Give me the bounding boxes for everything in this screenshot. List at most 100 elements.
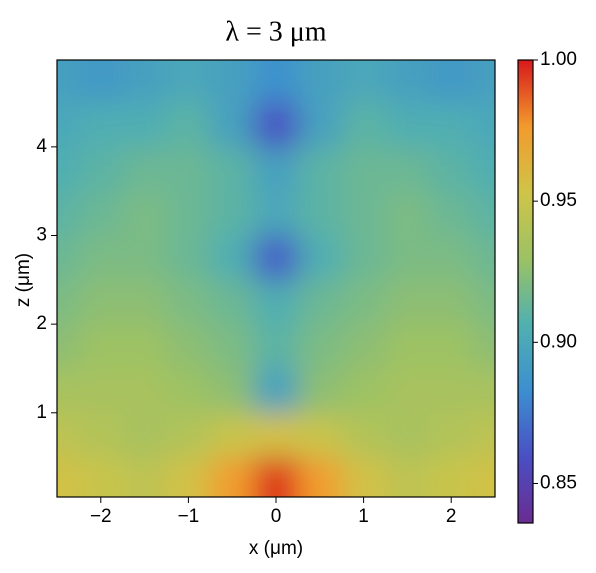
heat-cell <box>166 102 211 148</box>
heat-cell <box>78 412 124 458</box>
heat-cell <box>122 457 167 497</box>
heat-cell <box>57 60 80 104</box>
heat-cell <box>78 279 124 325</box>
heat-cell <box>473 191 495 237</box>
heat-cell <box>210 235 255 281</box>
heat-cell <box>210 324 255 369</box>
heat-cell <box>210 457 255 497</box>
heat-cell <box>254 146 299 192</box>
heat-cell <box>57 279 80 325</box>
heat-cell <box>57 146 80 192</box>
colorbar <box>517 59 534 524</box>
heat-cell <box>297 146 343 192</box>
heat-cell <box>57 191 80 237</box>
heat-cell <box>341 324 386 369</box>
heat-cell <box>122 412 167 458</box>
heat-cell <box>385 60 430 104</box>
heat-cell <box>473 235 495 281</box>
heatmap <box>57 60 495 497</box>
heat-cell <box>254 191 299 237</box>
heat-cell <box>473 279 495 325</box>
heat-cell <box>297 279 343 325</box>
heat-cell <box>122 235 167 281</box>
heat-cell <box>297 324 343 369</box>
heat-cell <box>473 146 495 192</box>
heat-cell <box>122 60 167 104</box>
heat-cell <box>254 368 299 414</box>
heat-cell <box>429 235 474 281</box>
heat-cell <box>429 324 474 369</box>
heat-cell <box>166 412 211 458</box>
heat-cell <box>122 146 167 192</box>
heat-cell <box>429 279 474 325</box>
heat-cell <box>210 412 255 458</box>
heat-cell <box>210 279 255 325</box>
heat-cell <box>166 191 211 237</box>
heat-cell <box>122 102 167 148</box>
heat-cell <box>166 235 211 281</box>
heat-cell <box>297 191 343 237</box>
heat-cell <box>210 191 255 237</box>
heat-cell <box>297 457 343 497</box>
heat-cell <box>254 102 299 148</box>
y-tick-label: 1 <box>36 402 47 423</box>
heat-cell <box>166 146 211 192</box>
heat-cell <box>254 324 299 369</box>
colorbar-tick-label: 1.00 <box>540 49 577 70</box>
heat-cell <box>385 279 430 325</box>
heat-cell <box>57 235 80 281</box>
y-axis-label: z (μm) <box>13 253 34 307</box>
x-tick-label: 0 <box>271 506 282 527</box>
heat-cell <box>385 457 430 497</box>
heat-cell <box>254 412 299 458</box>
heat-cell <box>57 102 80 148</box>
heat-cell <box>385 235 430 281</box>
heat-cell <box>385 368 430 414</box>
heat-cell <box>122 279 167 325</box>
heat-cell <box>341 279 386 325</box>
heat-cell <box>341 146 386 192</box>
x-axis-label: x (μm) <box>249 538 303 559</box>
heat-cell <box>473 324 495 369</box>
heat-cell <box>341 412 386 458</box>
heat-cell <box>254 235 299 281</box>
heat-cell <box>57 457 80 497</box>
colorbar-tick-label: 0.90 <box>540 331 577 352</box>
heat-cell <box>341 191 386 237</box>
heat-cell <box>78 324 124 369</box>
heat-cell <box>429 368 474 414</box>
heat-cell <box>341 60 386 104</box>
heat-cell <box>473 368 495 414</box>
heat-cell <box>341 457 386 497</box>
x-tick-label: 1 <box>358 506 369 527</box>
heat-cell <box>78 60 124 104</box>
heat-cell <box>78 146 124 192</box>
heat-cell <box>341 102 386 148</box>
heat-cell <box>473 457 495 497</box>
heat-cell <box>341 368 386 414</box>
heat-cell <box>166 324 211 369</box>
heat-cell <box>166 457 211 497</box>
heat-cell <box>166 60 211 104</box>
heat-cell <box>429 60 474 104</box>
heat-cell <box>78 102 124 148</box>
heat-cell <box>297 102 343 148</box>
heat-cell <box>57 324 80 369</box>
heat-cell <box>385 191 430 237</box>
heat-cell <box>78 368 124 414</box>
heat-cell <box>473 412 495 458</box>
heat-cell <box>473 102 495 148</box>
heat-cell <box>429 191 474 237</box>
heat-cell <box>57 368 80 414</box>
heat-cell <box>57 412 80 458</box>
heat-cell <box>78 235 124 281</box>
heat-cell <box>122 191 167 237</box>
heat-cell <box>297 235 343 281</box>
heat-cell <box>78 457 124 497</box>
heat-cell <box>122 368 167 414</box>
x-tick-label: −1 <box>178 506 200 527</box>
heat-cell <box>473 60 495 104</box>
heat-cell <box>385 412 430 458</box>
